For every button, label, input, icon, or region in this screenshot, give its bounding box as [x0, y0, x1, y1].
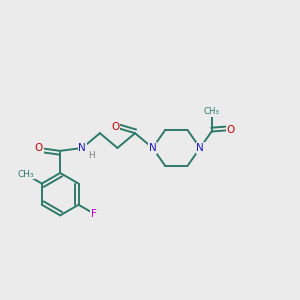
- Text: N: N: [78, 143, 86, 153]
- Text: H: H: [88, 151, 95, 160]
- Text: N: N: [149, 143, 157, 153]
- Text: N: N: [196, 143, 204, 153]
- Text: O: O: [35, 143, 43, 153]
- Text: CH₃: CH₃: [18, 170, 34, 179]
- Text: O: O: [226, 125, 235, 135]
- Text: F: F: [91, 208, 97, 219]
- Text: CH₃: CH₃: [204, 107, 220, 116]
- Text: O: O: [111, 122, 119, 132]
